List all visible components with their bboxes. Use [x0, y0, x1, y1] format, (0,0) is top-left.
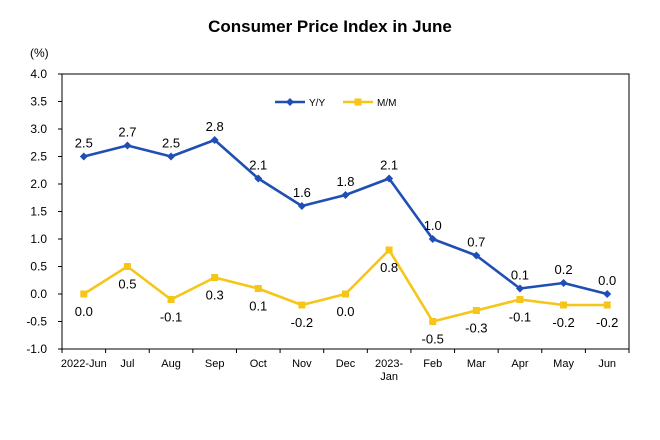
- data-point-marker: [211, 274, 219, 281]
- data-point-marker: [254, 285, 262, 292]
- data-label: 2.1: [249, 158, 267, 173]
- data-label: 2.1: [380, 158, 398, 173]
- legend-swatch-marker: [286, 98, 294, 106]
- series-layer: [79, 136, 612, 325]
- data-point-marker: [385, 246, 393, 254]
- x-tick-label: Apr: [511, 358, 528, 370]
- data-point-marker: [210, 136, 219, 144]
- data-point-marker: [603, 290, 612, 298]
- data-label: -0.2: [291, 315, 313, 330]
- data-point-marker: [342, 290, 349, 298]
- data-label: -0.1: [160, 310, 182, 325]
- data-point-marker: [560, 301, 568, 309]
- data-label: 2.8: [206, 119, 224, 134]
- data-label: 2.5: [162, 136, 180, 151]
- x-tick-label: May: [553, 358, 574, 370]
- data-label: 0.1: [249, 299, 267, 314]
- y-tick-label: 1.0: [30, 232, 47, 246]
- data-labels-layer: 2.5 2.7 2.5 2.8 2.1 1.6 1.8 2.1 1.0 0.7 0.1 0.2 0.0 0…: [75, 119, 619, 347]
- data-label: -0.5: [422, 332, 444, 347]
- y-tick-label: 0.5: [30, 260, 47, 274]
- y-tick-label: 0.0: [30, 287, 47, 301]
- x-tick-label: Oct: [250, 358, 267, 370]
- data-point-marker: [515, 284, 524, 293]
- x-tick-label: Jul: [120, 358, 134, 370]
- y-tick-label: 3.0: [30, 122, 47, 136]
- x-tick-label: 2023-Jan: [375, 358, 403, 383]
- data-point-marker: [254, 174, 263, 183]
- data-point-marker: [429, 318, 437, 325]
- legend-label: Y/Y: [309, 98, 325, 109]
- data-label: 0.8: [380, 260, 398, 275]
- y-axis-ticks: 4.0 3.5 3.0 2.5 2.0 1.5 1.0 0.5 0.0 -0.5 -1.0: [26, 67, 62, 356]
- legend: Y/Y M/M: [275, 98, 396, 109]
- data-point-marker: [603, 301, 611, 309]
- data-label: 1.6: [293, 185, 311, 200]
- chart-title: Consumer Price Index in June: [208, 17, 452, 36]
- data-label: 0.1: [511, 268, 529, 283]
- x-tick-label: Jun: [598, 358, 616, 370]
- data-label: -0.3: [465, 321, 487, 336]
- y-tick-label: 4.0: [30, 67, 47, 81]
- data-label: -0.1: [509, 310, 531, 325]
- data-label: 0.0: [336, 304, 354, 319]
- y-tick-label: 1.5: [30, 205, 47, 219]
- data-point-marker: [385, 174, 394, 183]
- data-label: 0.0: [75, 304, 93, 319]
- data-point-marker: [167, 152, 176, 161]
- x-tick-label: 2022-Jun: [61, 358, 107, 370]
- data-label: 0.0: [598, 273, 616, 288]
- data-point-marker: [472, 307, 480, 314]
- data-label: 2.7: [118, 125, 136, 140]
- data-label: -0.2: [596, 315, 618, 330]
- y-tick-label: 2.0: [30, 177, 47, 191]
- data-point-marker: [80, 290, 88, 298]
- data-point-marker: [516, 296, 524, 303]
- x-axis-ticks: 2022-Jun Jul Aug Sep Oct Nov Dec 2023-Jan Feb Mar…: [61, 349, 630, 383]
- data-point-marker: [79, 152, 88, 161]
- legend-label: M/M: [377, 98, 396, 109]
- data-label: 1.8: [336, 174, 354, 189]
- x-tick-label: Nov: [292, 358, 312, 370]
- data-point-marker: [298, 301, 306, 309]
- data-label: 1.0: [424, 218, 442, 233]
- data-point-marker: [123, 141, 132, 150]
- data-label: 2.5: [75, 136, 93, 151]
- data-label: 0.2: [555, 262, 573, 277]
- data-point-marker: [472, 251, 481, 260]
- data-point-marker: [167, 296, 175, 303]
- y-axis-unit-label: (%): [30, 46, 49, 60]
- x-tick-label: Sep: [205, 358, 225, 370]
- y-tick-label: -1.0: [26, 342, 47, 356]
- data-point-marker: [559, 279, 568, 287]
- x-tick-label: Dec: [336, 358, 356, 370]
- y-tick-label: -0.5: [26, 315, 47, 329]
- y-tick-label: 3.5: [30, 95, 47, 109]
- legend-swatch-marker: [354, 98, 362, 106]
- data-label: -0.2: [552, 315, 574, 330]
- data-label: 0.5: [118, 277, 136, 292]
- data-point-marker: [341, 191, 350, 199]
- data-label: 0.7: [467, 235, 485, 250]
- data-point-marker: [123, 263, 131, 270]
- data-point-marker: [297, 202, 306, 210]
- x-tick-label: Aug: [161, 358, 181, 370]
- data-point-marker: [428, 235, 437, 243]
- data-label: 0.3: [206, 288, 224, 303]
- y-tick-label: 2.5: [30, 150, 47, 164]
- x-tick-label: Feb: [423, 358, 442, 370]
- x-tick-label: Mar: [467, 358, 486, 370]
